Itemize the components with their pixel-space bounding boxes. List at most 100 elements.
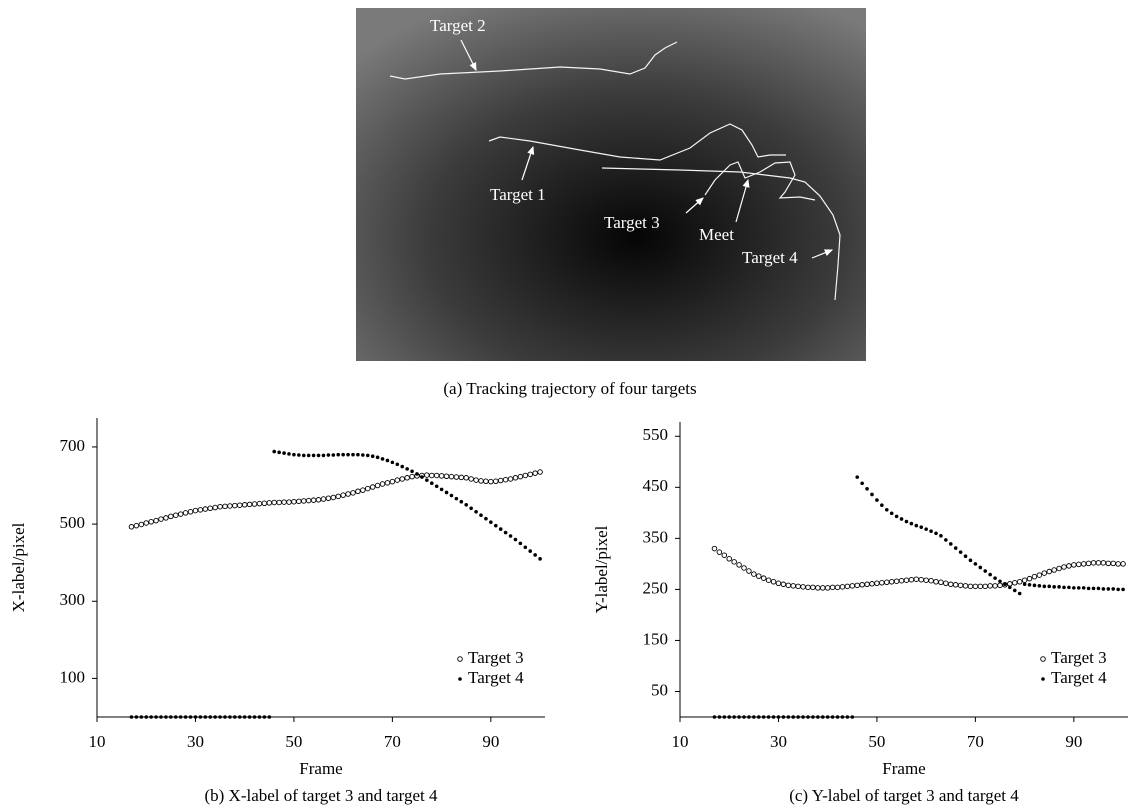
- point: [1056, 565, 1062, 572]
- point: [513, 537, 518, 542]
- y-tick-label: 50: [651, 680, 668, 699]
- point: [770, 578, 777, 585]
- point: [197, 507, 204, 513]
- point: [982, 583, 988, 590]
- point: [380, 457, 385, 461]
- point: [1007, 581, 1013, 587]
- image-label: Meet: [699, 225, 734, 244]
- point: [987, 583, 993, 589]
- point: [957, 582, 964, 589]
- point: [512, 475, 519, 481]
- point: [129, 715, 134, 719]
- point: [228, 715, 232, 719]
- point: [943, 580, 949, 587]
- point: [1051, 567, 1057, 573]
- point: [187, 509, 194, 515]
- point: [528, 549, 533, 553]
- point: [820, 715, 825, 719]
- point: [425, 478, 429, 482]
- point: [1100, 560, 1107, 566]
- point: [939, 534, 943, 538]
- point: [310, 497, 317, 503]
- point: [967, 583, 974, 590]
- point: [934, 531, 938, 536]
- point: [712, 715, 717, 719]
- point: [301, 453, 306, 458]
- point: [433, 472, 440, 479]
- point: [479, 513, 483, 518]
- point: [948, 542, 953, 546]
- point: [247, 715, 252, 719]
- point: [256, 500, 263, 507]
- point: [173, 715, 178, 719]
- point: [242, 715, 247, 719]
- point: [893, 578, 900, 584]
- point: [973, 562, 978, 566]
- point: [291, 498, 297, 505]
- point: [287, 452, 291, 456]
- y-tick-label: 700: [60, 436, 86, 455]
- point: [315, 497, 322, 503]
- y-tick-label: 450: [643, 476, 669, 495]
- arrow: [735, 178, 750, 223]
- x-tick-label: 10: [89, 732, 106, 751]
- point: [148, 519, 154, 525]
- point: [335, 493, 341, 500]
- point: [815, 585, 821, 591]
- point: [796, 715, 800, 719]
- point: [761, 715, 766, 719]
- point: [459, 499, 464, 504]
- point: [429, 481, 434, 486]
- point: [909, 521, 914, 526]
- point: [849, 583, 856, 589]
- point: [1090, 560, 1097, 566]
- point: [820, 585, 826, 591]
- point: [850, 715, 855, 719]
- point: [438, 473, 445, 479]
- image-label: Target 4: [742, 248, 798, 267]
- point: [395, 462, 400, 467]
- point: [217, 503, 223, 510]
- point: [780, 581, 787, 588]
- point: [904, 519, 909, 524]
- image-label: Target 3: [604, 213, 660, 232]
- point: [449, 493, 454, 498]
- point: [875, 498, 879, 502]
- x-tick-label: 30: [770, 732, 787, 751]
- point: [983, 569, 988, 573]
- point: [346, 452, 350, 457]
- point: [1032, 583, 1037, 588]
- point: [829, 584, 836, 591]
- point: [737, 715, 741, 719]
- point: [834, 584, 841, 591]
- point: [948, 581, 954, 588]
- x-tick-label: 70: [967, 732, 984, 751]
- point: [953, 546, 958, 550]
- point: [1121, 587, 1125, 592]
- point: [860, 481, 864, 486]
- x-tick-label: 10: [672, 732, 689, 751]
- point: [1031, 573, 1038, 580]
- point: [497, 477, 504, 484]
- point: [296, 498, 302, 505]
- legend-label: Target 3: [1051, 648, 1107, 667]
- point: [1116, 587, 1120, 592]
- point: [775, 580, 782, 587]
- point: [356, 452, 360, 457]
- point: [454, 496, 459, 501]
- point: [736, 562, 742, 568]
- image-label: Target 1: [490, 185, 546, 204]
- x-tick-label: 90: [1065, 732, 1082, 751]
- point: [375, 455, 380, 460]
- point: [1026, 575, 1033, 582]
- point: [824, 585, 831, 591]
- point: [810, 584, 816, 591]
- point: [394, 477, 401, 483]
- point: [489, 520, 493, 524]
- legend-label: Target 4: [468, 668, 524, 687]
- x-tick-label: 50: [868, 732, 885, 751]
- point: [252, 715, 257, 719]
- point: [399, 476, 405, 482]
- point: [464, 503, 469, 507]
- y-tick-label: 350: [643, 527, 669, 546]
